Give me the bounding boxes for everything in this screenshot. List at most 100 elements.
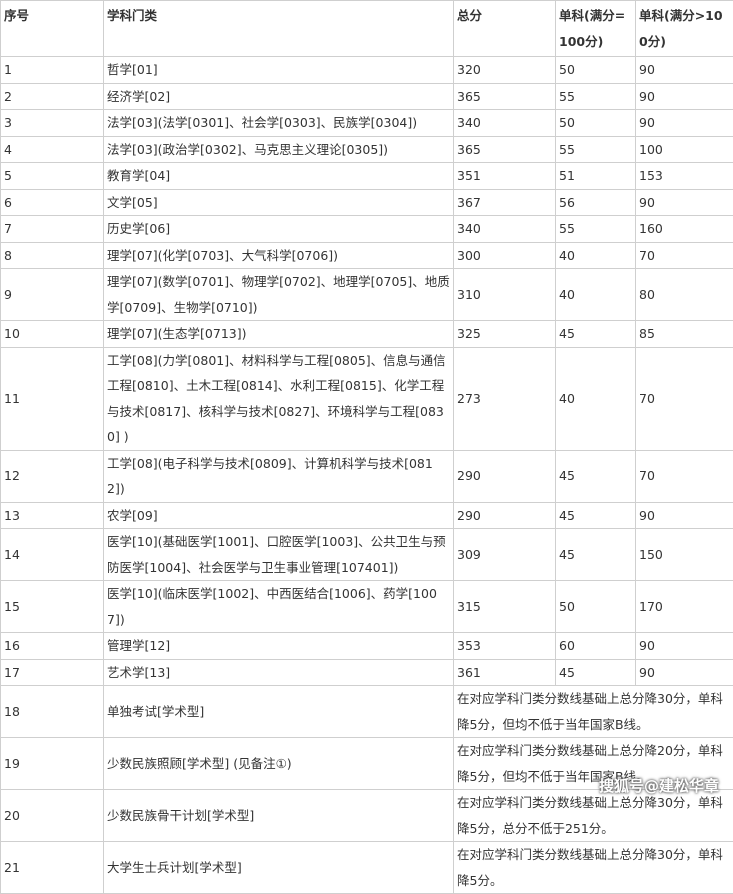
table-cell: 理学[07](生态学[0713]) [104, 321, 454, 348]
table-cell: 4 [1, 136, 104, 163]
table-cell: 55 [556, 216, 636, 243]
table-cell: 315 [454, 581, 556, 633]
table-cell: 40 [556, 269, 636, 321]
table-cell: 单独考试[学术型] [104, 686, 454, 738]
table-cell: 90 [636, 502, 733, 529]
table-cell: 法学[03](法学[0301]、社会学[0303]、民族学[0304]) [104, 110, 454, 137]
table-cell: 351 [454, 163, 556, 190]
table-cell: 40 [556, 242, 636, 269]
table-cell: 80 [636, 269, 733, 321]
header-cell: 序号 [1, 1, 104, 57]
table-cell: 100 [636, 136, 733, 163]
table-cell: 理学[07](数学[0701]、物理学[0702]、地理学[0705]、地质学[… [104, 269, 454, 321]
table-cell: 农学[09] [104, 502, 454, 529]
table-cell: 45 [556, 450, 636, 502]
table-cell: 大学生士兵计划[学术型] [104, 842, 454, 894]
table-cell: 17 [1, 659, 104, 686]
table-cell: 273 [454, 347, 556, 450]
table-cell: 325 [454, 321, 556, 348]
table-cell: 55 [556, 83, 636, 110]
table-cell: 56 [556, 189, 636, 216]
table-cell: 353 [454, 633, 556, 660]
table-cell: 10 [1, 321, 104, 348]
table-cell: 160 [636, 216, 733, 243]
table-cell: 19 [1, 738, 104, 790]
table-cell: 90 [636, 189, 733, 216]
table-cell: 8 [1, 242, 104, 269]
table-cell: 51 [556, 163, 636, 190]
table-cell: 6 [1, 189, 104, 216]
table-cell: 309 [454, 529, 556, 581]
table-cell: 7 [1, 216, 104, 243]
table-cell: 340 [454, 216, 556, 243]
table-cell: 50 [556, 581, 636, 633]
table-cell: 310 [454, 269, 556, 321]
header-cell: 总分 [454, 1, 556, 57]
table-cell: 365 [454, 136, 556, 163]
table-cell: 90 [636, 659, 733, 686]
table-cell: 365 [454, 83, 556, 110]
table-cell: 文学[05] [104, 189, 454, 216]
table-cell: 320 [454, 57, 556, 84]
table-cell: 5 [1, 163, 104, 190]
table-cell: 9 [1, 269, 104, 321]
header-row: 序号学科门类总分单科(满分=100分)单科(满分>100分) [1, 1, 733, 57]
table-cell: 法学[03](政治学[0302]、马克思主义理论[0305]) [104, 136, 454, 163]
table-cell: 在对应学科门类分数线基础上总分降30分，单科降5分，但均不低于当年国家B线。 [454, 686, 733, 738]
table-cell: 经济学[02] [104, 83, 454, 110]
header-cell: 单科(满分=100分) [556, 1, 636, 57]
table-cell: 85 [636, 321, 733, 348]
table-cell: 367 [454, 189, 556, 216]
table-cell: 70 [636, 450, 733, 502]
table-cell: 21 [1, 842, 104, 894]
table-cell: 在对应学科门类分数线基础上总分降30分，单科降5分。 [454, 842, 733, 894]
watermark: 搜狐号@建松华章 [599, 775, 719, 796]
table-cell: 11 [1, 347, 104, 450]
table-cell: 历史学[06] [104, 216, 454, 243]
table-cell: 340 [454, 110, 556, 137]
table-cell: 医学[10](基础医学[1001]、口腔医学[1003]、公共卫生与预防医学[1… [104, 529, 454, 581]
table-cell: 150 [636, 529, 733, 581]
table-cell: 理学[07](化学[0703]、大气科学[0706]) [104, 242, 454, 269]
table-cell: 12 [1, 450, 104, 502]
table-cell: 少数民族照顾[学术型] (见备注①) [104, 738, 454, 790]
table-cell: 300 [454, 242, 556, 269]
table-cell: 70 [636, 347, 733, 450]
table-cell: 医学[10](临床医学[1002]、中西医结合[1006]、药学[1007]) [104, 581, 454, 633]
table-cell: 45 [556, 321, 636, 348]
table-cell: 55 [556, 136, 636, 163]
table-cell: 50 [556, 57, 636, 84]
table-cell: 管理学[12] [104, 633, 454, 660]
table-cell: 哲学[01] [104, 57, 454, 84]
table-cell: 45 [556, 502, 636, 529]
table-cell: 70 [636, 242, 733, 269]
table-cell: 40 [556, 347, 636, 450]
table-cell: 290 [454, 450, 556, 502]
table-cell: 45 [556, 659, 636, 686]
table-cell: 15 [1, 581, 104, 633]
header-cell: 学科门类 [104, 1, 454, 57]
header-cell: 单科(满分>100分) [636, 1, 733, 57]
table-cell: 60 [556, 633, 636, 660]
table-cell: 50 [556, 110, 636, 137]
table-cell: 153 [636, 163, 733, 190]
table-cell: 14 [1, 529, 104, 581]
table-cell: 45 [556, 529, 636, 581]
table-cell: 工学[08](力学[0801]、材料科学与工程[0805]、信息与通信工程[08… [104, 347, 454, 450]
